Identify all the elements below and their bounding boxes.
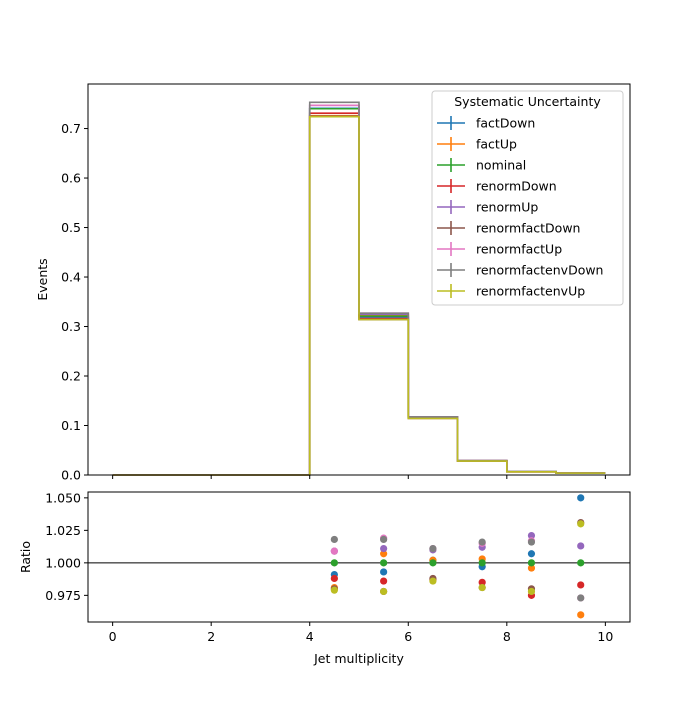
main-ytick-label: 0.7 bbox=[61, 121, 81, 136]
ratio-point-renormfactenvUp bbox=[429, 577, 437, 585]
main-ytick-label: 0.2 bbox=[61, 369, 81, 384]
legend-label: nominal bbox=[476, 158, 526, 173]
legend-item-renormfactenvDown: renormfactenvDown bbox=[437, 263, 603, 278]
ratio-point-factDown bbox=[577, 494, 585, 502]
ratio-point-nominal bbox=[429, 559, 437, 567]
legend-item-renormUp: renormUp bbox=[437, 200, 538, 215]
ratio-point-nominal bbox=[478, 559, 486, 567]
ratio-point-nominal bbox=[577, 559, 585, 567]
main-ytick-label: 0.4 bbox=[61, 270, 81, 285]
ratio-point-renormfactenvUp bbox=[380, 587, 388, 596]
legend-label: renormfactUp bbox=[476, 242, 562, 257]
legend-label: renormDown bbox=[476, 179, 557, 194]
legend-item-factDown: factDown bbox=[437, 116, 535, 131]
ratio-point-renormfactenvUp bbox=[330, 586, 338, 594]
legend-item-renormfactDown: renormfactDown bbox=[437, 221, 580, 236]
ratio-ytick-label: 1.000 bbox=[45, 555, 81, 570]
ratio-point-renormfactenvDown bbox=[577, 594, 585, 602]
ratio-point-renormfactenvDown bbox=[380, 535, 388, 544]
main-ytick-label: 0.3 bbox=[61, 319, 81, 334]
legend-box bbox=[431, 90, 624, 306]
main-ytick-label: 0.0 bbox=[61, 468, 81, 483]
main-ytick-label: 0.1 bbox=[61, 418, 81, 433]
ratio-point-renormfactenvDown bbox=[527, 538, 536, 546]
ratio-point-renormfactUp bbox=[330, 547, 338, 555]
legend-title: Systematic Uncertainty bbox=[454, 94, 601, 109]
legend-item-factUp: factUp bbox=[437, 137, 517, 152]
ratio-point-factUp bbox=[527, 564, 536, 572]
ratio-ylabel: Ratio bbox=[18, 541, 33, 573]
legend-label: renormUp bbox=[476, 200, 538, 215]
ratio-point-factDown bbox=[527, 550, 536, 558]
legend: Systematic Uncertainty factDown factUp nomi… bbox=[431, 90, 624, 306]
ratio-ytick-label: 1.050 bbox=[45, 490, 81, 505]
legend-item-nominal: nominal bbox=[437, 158, 526, 173]
ratio-ytick-label: 0.975 bbox=[45, 588, 81, 603]
ratio-point-renormUp bbox=[527, 531, 536, 540]
legend-item-renormfactUp: renormfactUp bbox=[437, 242, 562, 257]
legend-label: factUp bbox=[476, 137, 517, 152]
ratio-xtick-label: 4 bbox=[306, 629, 314, 644]
ratio-xlabel: Jet multiplicity bbox=[313, 651, 404, 666]
legend-label: renormfactenvDown bbox=[476, 263, 603, 278]
ratio-point-renormfactenvDown bbox=[330, 535, 338, 544]
legend-label: renormfactDown bbox=[476, 221, 580, 236]
legend-label: renormfactenvUp bbox=[476, 284, 585, 299]
ratio-point-renormfactenvUp bbox=[527, 587, 536, 596]
main-ylabel: Events bbox=[35, 258, 50, 300]
ratio-xtick-label: 10 bbox=[597, 629, 613, 644]
ratio-point-renormDown bbox=[478, 578, 486, 586]
ratio-point-renormUp bbox=[380, 544, 388, 553]
legend-label: factDown bbox=[476, 116, 535, 131]
ratio-xtick-label: 0 bbox=[109, 629, 117, 644]
ratio-xtick-label: 8 bbox=[503, 629, 511, 644]
legend-item-renormfactenvUp: renormfactenvUp bbox=[437, 284, 585, 299]
ratio-point-renormDown bbox=[380, 577, 388, 585]
legend-item-renormDown: renormDown bbox=[437, 179, 557, 194]
ratio-point-renormfactenvUp bbox=[577, 520, 585, 528]
ratio-point-renormDown bbox=[330, 574, 338, 583]
main-axes-frame bbox=[87, 83, 631, 476]
ratio-xtick-label: 2 bbox=[207, 629, 215, 644]
ratio-point-nominal bbox=[330, 559, 338, 567]
ratio-point-renormfactenvDown bbox=[478, 538, 486, 546]
ratio-point-factUp bbox=[577, 611, 585, 619]
ratio-point-nominal bbox=[380, 559, 388, 567]
ratio-axes-frame bbox=[87, 491, 631, 623]
main-panel: 0.0 0.1 0.2 0.3 0.4 0.5 0.6 0.7 Events bbox=[35, 83, 631, 483]
ratio-point-factUp bbox=[380, 550, 388, 558]
ratio-ytick-label: 1.025 bbox=[45, 523, 81, 538]
ratio-point-renormfactenvDown bbox=[429, 544, 437, 553]
ratio-point-renormUp bbox=[577, 542, 585, 550]
ratio-xtick-label: 6 bbox=[404, 629, 412, 644]
main-ytick-label: 0.6 bbox=[61, 171, 81, 186]
ratio-point-nominal bbox=[527, 559, 536, 567]
ratio-point-renormDown bbox=[577, 581, 585, 589]
main-ytick-label: 0.5 bbox=[61, 220, 81, 235]
ratio-point-renormfactenvUp bbox=[478, 583, 486, 592]
ratio-panel: 0.975 1.000 1.025 1.050 0 2 4 6 8 10 Jet multiplic… bbox=[18, 490, 631, 666]
ratio-point-factDown bbox=[380, 568, 388, 576]
